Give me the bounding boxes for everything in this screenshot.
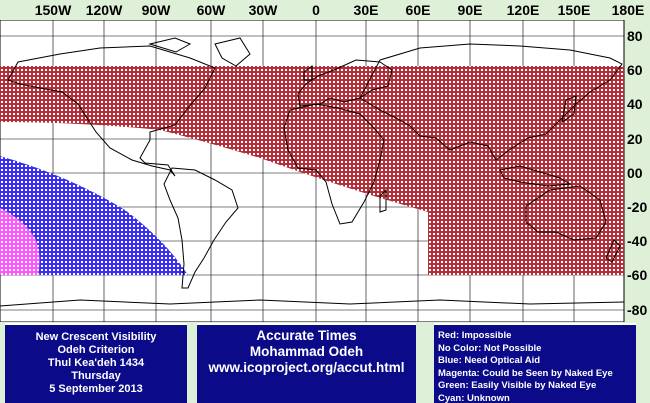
lon-label: 90W <box>141 2 171 18</box>
lon-label: 180E <box>611 2 645 18</box>
lat-label: 40 <box>627 96 643 112</box>
world-map <box>0 20 625 322</box>
lon-label: 120E <box>506 2 540 18</box>
credits-url[interactable]: www.icoproject.org/accut.html <box>208 360 405 375</box>
lat-label: -40 <box>627 233 648 249</box>
lon-label: 120W <box>85 2 123 18</box>
lon-label: 0 <box>312 2 320 18</box>
credits-panel: Accurate Times Mohammad Odeh www.icoproj… <box>197 323 416 403</box>
lon-label: 60W <box>196 2 226 18</box>
lon-label: 30E <box>353 2 379 18</box>
zone-naked-eye-maybe <box>0 208 40 275</box>
lat-label: 20 <box>627 131 643 147</box>
legend-red: Red: Impossible <box>438 330 512 341</box>
info-title: New Crescent Visibility <box>35 331 157 343</box>
lon-label: 90E <box>457 2 483 18</box>
lat-label: -60 <box>627 267 648 283</box>
lon-label: 30W <box>248 2 278 18</box>
info-weekday: Thursday <box>71 370 121 382</box>
legend-magenta: Magenta: Could be Seen by Naked Eye <box>438 367 613 379</box>
lat-label: 80 <box>627 28 643 44</box>
zone-optical-aid <box>0 156 188 275</box>
legend-blue: Blue: Need Optical Aid <box>438 355 541 366</box>
credits-author: Mohammad Odeh <box>249 344 364 359</box>
legend-panel: Red: Impossible No Color: Not Possible B… <box>434 323 636 403</box>
legend-green: Green: Easily Visible by Naked Eye <box>438 380 597 391</box>
legend-cyan: Cyan: Unknown <box>438 392 510 403</box>
zone-impossible <box>0 66 624 275</box>
lat-label: 00 <box>627 165 643 181</box>
lat-label: 60 <box>627 62 643 78</box>
lon-label: 150W <box>34 2 72 18</box>
info-panel: New Crescent Visibility Odeh Criterion T… <box>5 323 187 403</box>
legend-no-color: No Color: Not Possible <box>438 342 542 354</box>
lat-label: -80 <box>627 302 648 318</box>
lat-label: -20 <box>627 199 648 215</box>
credits-program: Accurate Times <box>256 328 357 343</box>
lon-label: 60E <box>405 2 431 18</box>
lon-label: 150E <box>557 2 591 18</box>
info-criterion: Odeh Criterion <box>57 344 135 356</box>
info-hijri-date: Thul Kea'deh 1434 <box>47 357 145 369</box>
info-gregorian-date: 5 September 2013 <box>49 383 143 395</box>
coastlines <box>0 37 625 307</box>
